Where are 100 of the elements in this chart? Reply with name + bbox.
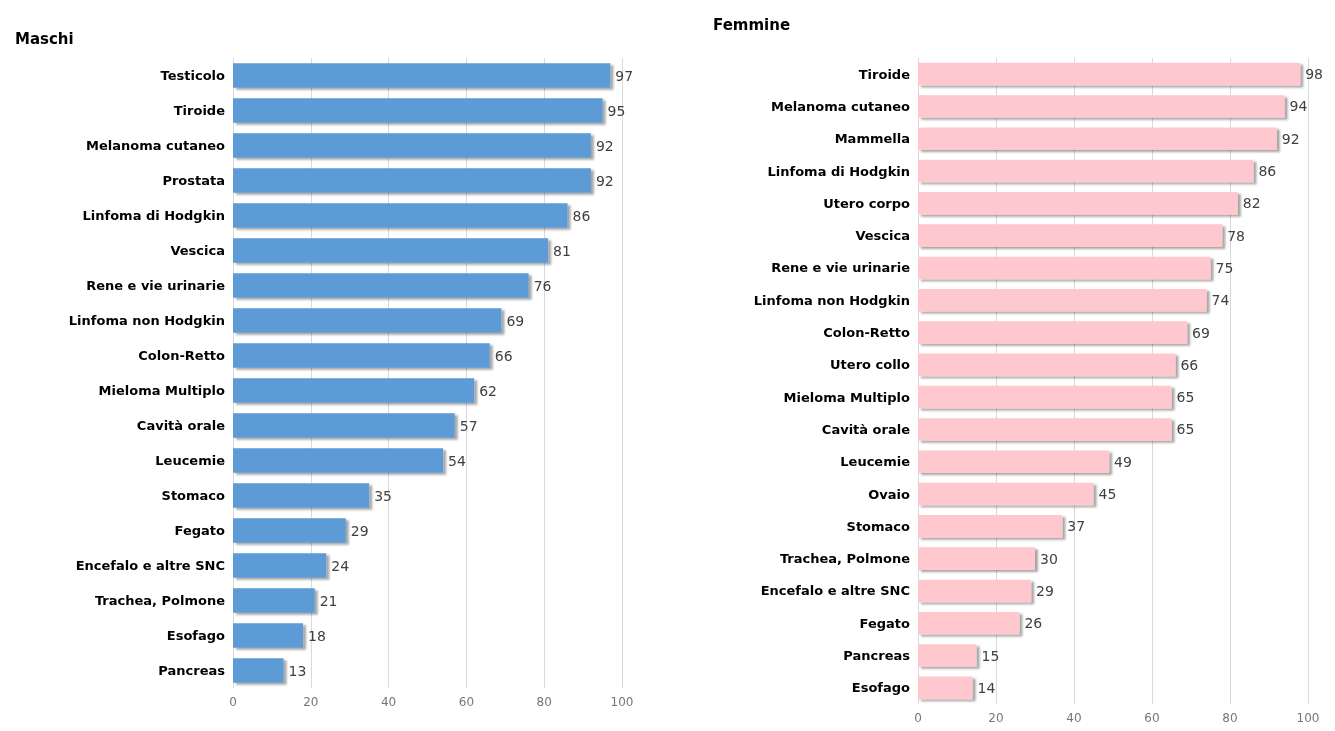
bar: [918, 579, 1032, 603]
y-tick-label: Mieloma Multiplo: [98, 383, 226, 398]
data-label: 62: [479, 382, 498, 399]
y-tick-label: Stomaco: [846, 518, 911, 534]
bar: [233, 273, 529, 298]
y-tick-label: Trachea, Polmone: [94, 593, 226, 608]
bar: [233, 133, 591, 158]
bar: [233, 238, 549, 263]
y-tick-label: Colon-Retto: [823, 325, 911, 341]
bar: [233, 518, 346, 543]
bar: [918, 159, 1254, 183]
data-label: 37: [1067, 518, 1086, 535]
bar: [918, 611, 1020, 635]
data-label: 35: [374, 487, 392, 504]
y-tick-label: Prostata: [162, 173, 225, 188]
data-label: 66: [494, 347, 513, 364]
bar: [233, 658, 284, 683]
bar: [918, 418, 1172, 441]
data-label: 54: [448, 452, 466, 469]
y-tick-label: Tiroide: [173, 103, 226, 118]
bar: [918, 385, 1172, 409]
data-label: 13: [288, 662, 307, 679]
data-label: 65: [1176, 389, 1195, 406]
data-label: 76: [533, 277, 552, 294]
bar: [918, 450, 1110, 474]
x-tick-label: 40: [1066, 711, 1082, 725]
y-tick-label: Pancreas: [843, 648, 911, 664]
bar: [233, 63, 611, 88]
data-label: 92: [1281, 130, 1300, 147]
data-label: 66: [1180, 356, 1199, 373]
y-tick-label: Encefalo e altre SNC: [760, 583, 910, 599]
data-label: 18: [308, 627, 326, 644]
y-tick-label: Encefalo e altre SNC: [75, 558, 225, 573]
x-tick-label: 60: [1144, 711, 1160, 725]
data-label: 78: [1227, 227, 1246, 244]
y-tick-label: Rene e vie urinarie: [771, 260, 911, 276]
bar: [918, 62, 1301, 86]
x-tick-label: 80: [536, 695, 552, 709]
x-tick-label: 0: [229, 695, 237, 709]
y-tick-label: Rene e vie urinarie: [86, 278, 226, 293]
data-label: 86: [572, 207, 591, 224]
data-label: 86: [1258, 163, 1277, 180]
y-tick-label: Fegato: [174, 523, 226, 538]
bar: [918, 644, 977, 667]
y-tick-label: Linfoma non Hodgkin: [68, 313, 225, 328]
data-label: 92: [595, 172, 614, 189]
bar: [918, 95, 1285, 118]
y-tick-label: Stomaco: [161, 488, 226, 503]
x-tick-label: 100: [610, 695, 634, 709]
data-label: 21: [319, 592, 338, 609]
y-tick-label: Testicolo: [160, 68, 226, 83]
bar: [233, 413, 455, 438]
bar: [918, 515, 1063, 538]
bar: [233, 343, 490, 368]
x-tick-label: 80: [1222, 711, 1238, 725]
bar: [233, 588, 315, 613]
y-tick-label: Vescica: [170, 243, 225, 258]
bar: [918, 224, 1223, 247]
y-tick-label: Pancreas: [158, 663, 226, 678]
text: Femmine: [713, 15, 791, 34]
bar: [918, 127, 1277, 151]
y-tick-label: Vescica: [855, 228, 910, 244]
data-label: 14: [977, 679, 996, 696]
data-label: 69: [1192, 324, 1210, 341]
bar: [233, 203, 568, 228]
bar: [918, 321, 1188, 344]
y-tick-label: Esofago: [851, 680, 911, 696]
y-tick-label: Ovaio: [868, 486, 911, 502]
data-label: 24: [331, 557, 350, 574]
y-tick-label: Colon-Retto: [138, 348, 226, 363]
bar: [918, 256, 1211, 280]
data-label: 45: [1098, 486, 1117, 503]
data-label: 92: [595, 137, 614, 154]
y-tick-label: Linfoma di Hodgkin: [82, 208, 225, 223]
y-tick-label: Cavità orale: [821, 421, 911, 437]
y-tick-label: Mieloma Multiplo: [783, 389, 911, 405]
bar: [918, 288, 1207, 312]
y-tick-label: Fegato: [859, 615, 911, 631]
bar: [233, 448, 444, 473]
data-label: 69: [506, 312, 525, 329]
x-tick-label: 0: [914, 711, 922, 725]
data-label: 74: [1211, 292, 1230, 309]
data-label: 75: [1215, 259, 1234, 276]
y-tick-label: Utero collo: [830, 357, 911, 373]
data-label: 49: [1114, 453, 1132, 470]
x-tick-label: 20: [988, 711, 1004, 725]
y-tick-label: Cavità orale: [136, 418, 226, 433]
bar: [233, 308, 502, 333]
data-label: 29: [1036, 582, 1054, 599]
y-tick-label: Leucemie: [840, 454, 911, 470]
y-tick-label: Leucemie: [155, 453, 226, 468]
y-tick-label: Utero corpo: [823, 195, 911, 211]
text: Maschi: [15, 29, 74, 48]
x-tick-label: 40: [380, 695, 397, 709]
y-tick-label: Melanoma cutaneo: [86, 138, 226, 153]
data-label: 98: [1305, 66, 1324, 83]
data-label: 81: [553, 242, 571, 259]
y-tick-label: Linfoma non Hodgkin: [753, 292, 910, 308]
bar: [918, 353, 1176, 377]
bar: [233, 98, 603, 123]
